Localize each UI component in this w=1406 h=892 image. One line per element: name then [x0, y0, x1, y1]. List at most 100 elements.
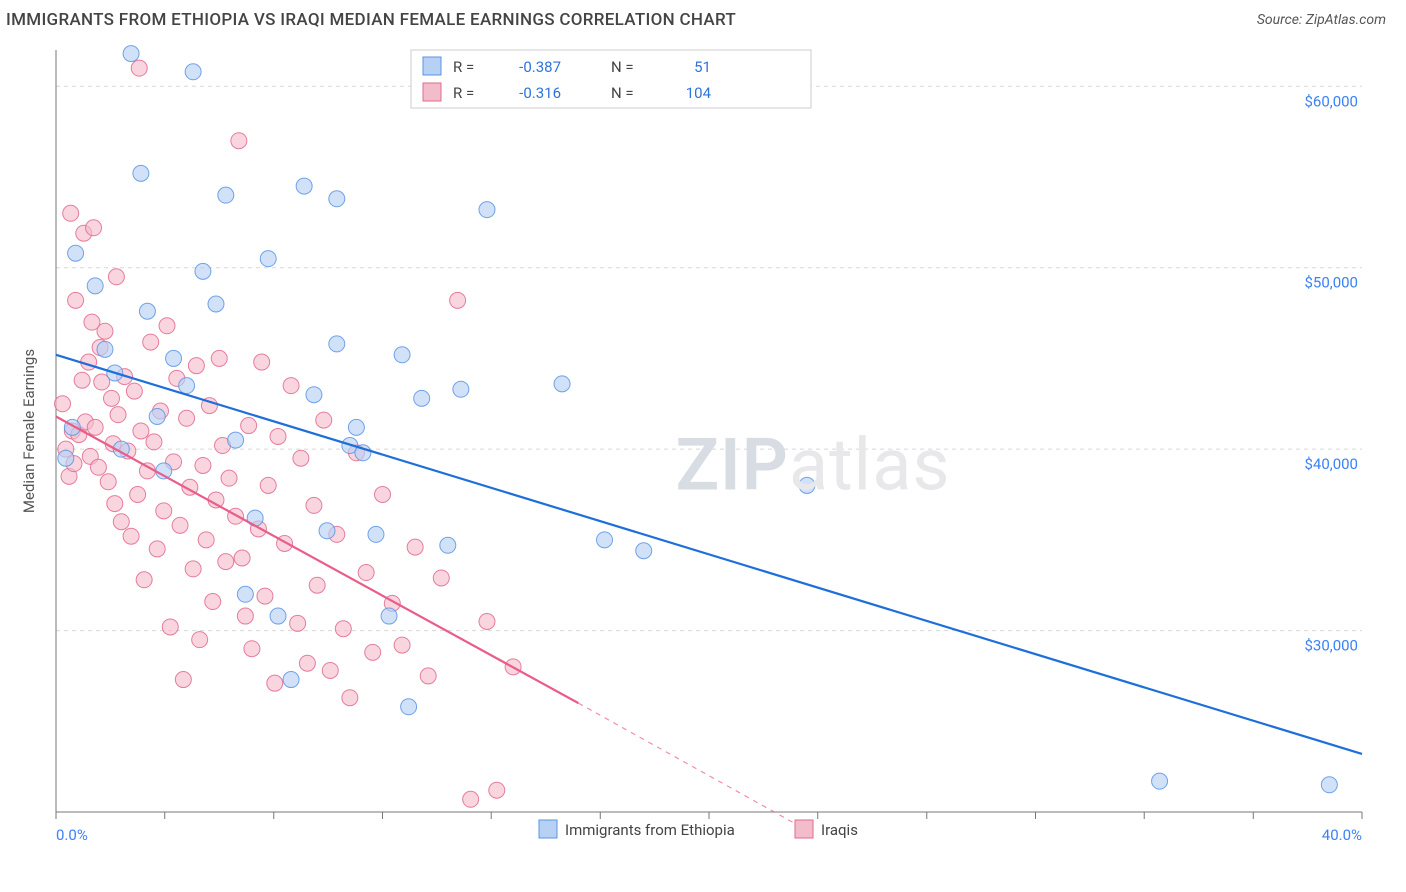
iraqi-point [126, 383, 142, 399]
chart-header: IMMIGRANTS FROM ETHIOPIA VS IRAQI MEDIAN… [0, 0, 1406, 40]
iraqi-point [205, 594, 221, 610]
iraqi-point [290, 615, 306, 631]
iraqi-point [143, 334, 159, 350]
iraqi-point [335, 621, 351, 637]
ethiopia-point [270, 608, 286, 624]
ethiopia-point [283, 672, 299, 688]
legend-swatch [423, 57, 441, 75]
iraqi-point [407, 539, 423, 555]
ethiopia-point [87, 278, 103, 294]
legend-n-label: N = [611, 84, 634, 102]
iraqi-point [260, 477, 276, 493]
ethiopia-point [149, 408, 165, 424]
iraqi-point [100, 474, 116, 490]
ethiopia-point [133, 165, 149, 181]
ethiopia-point [348, 419, 364, 435]
iraqi-point [192, 632, 208, 648]
ethiopia-point [218, 187, 234, 203]
iraqi-point [211, 350, 227, 366]
iraqi-point [159, 318, 175, 334]
ethiopia-trendline [56, 355, 1362, 754]
iraqi-point [131, 60, 147, 76]
ethiopia-point [799, 477, 815, 493]
iraqi-point [146, 434, 162, 450]
y-axis-label: Median Female Earnings [20, 349, 38, 513]
iraqi-point [433, 570, 449, 586]
ethiopia-point [123, 46, 139, 62]
iraqi-point [244, 641, 260, 657]
ethiopia-point [453, 381, 469, 397]
iraqi-point [107, 496, 123, 512]
y-tick-label: $30,000 [1304, 637, 1358, 655]
iraqi-point [237, 608, 253, 624]
iraqi-point [108, 269, 124, 285]
legend-swatch-iraqi [795, 820, 813, 838]
legend-swatch [423, 83, 441, 101]
legend-n-value: 51 [694, 58, 711, 76]
iraqi-point [87, 419, 103, 435]
iraqi-point [241, 418, 257, 434]
iraqi-point [234, 550, 250, 566]
ethiopia-point [636, 543, 652, 559]
legend-swatch-ethiopia [539, 820, 557, 838]
iraqi-point [257, 588, 273, 604]
iraqi-point [208, 492, 224, 508]
legend-label-ethiopia: Immigrants from Ethiopia [565, 821, 735, 839]
ethiopia-point [97, 341, 113, 357]
legend-n-label: N = [611, 58, 634, 76]
legend-r-value: -0.387 [519, 58, 561, 76]
iraqi-point [394, 637, 410, 653]
iraqi-point [450, 292, 466, 308]
iraqi-point [86, 220, 102, 236]
ethiopia-point [394, 347, 410, 363]
ethiopia-point [329, 336, 345, 352]
y-tick-label: $60,000 [1304, 92, 1358, 110]
ethiopia-point [306, 387, 322, 403]
iraqi-point [198, 532, 214, 548]
legend-r-label: R = [453, 84, 474, 102]
iraqi-point [63, 205, 79, 221]
iraqi-point [133, 423, 149, 439]
legend-label-iraqi: Iraqis [821, 821, 858, 839]
iraqi-point [299, 655, 315, 671]
ethiopia-point [296, 178, 312, 194]
ethiopia-point [260, 251, 276, 267]
x-tick-label: 0.0% [56, 826, 88, 844]
ethiopia-point [179, 378, 195, 394]
ethiopia-point [597, 532, 613, 548]
ethiopia-point [401, 699, 417, 715]
iraqi-point [463, 791, 479, 807]
correlation-scatter-chart: $30,000$40,000$50,000$60,0000.0%40.0%Med… [6, 40, 1400, 860]
iraqi-point [156, 503, 172, 519]
ethiopia-point [139, 303, 155, 319]
iraqi-point [218, 554, 234, 570]
ethiopia-point [554, 376, 570, 392]
iraqi-point [489, 782, 505, 798]
ethiopia-point [1321, 777, 1337, 793]
iraqi-point [113, 514, 129, 530]
iraqi-point [97, 323, 113, 339]
iraqi-point [221, 470, 237, 486]
iraqi-point [358, 565, 374, 581]
legend-r-value: -0.316 [519, 84, 561, 102]
iraqi-point [479, 614, 495, 630]
iraqi-point [90, 459, 106, 475]
iraqi-point [283, 378, 299, 394]
iraqi-point [104, 390, 120, 406]
iraqi-point [231, 133, 247, 149]
iraqi-point [188, 358, 204, 374]
iraqi-point [309, 577, 325, 593]
iraqi-point [270, 428, 286, 444]
iraqi-trendline-ext [578, 703, 807, 830]
iraqi-point [375, 487, 391, 503]
ethiopia-point [329, 191, 345, 207]
chart-title: IMMIGRANTS FROM ETHIOPIA VS IRAQI MEDIAN… [6, 10, 736, 30]
y-tick-label: $40,000 [1304, 455, 1358, 473]
iraqi-point [175, 672, 191, 688]
x-tick-label: 40.0% [1322, 826, 1362, 844]
iraqi-trendline [56, 416, 578, 703]
ethiopia-point [479, 202, 495, 218]
iraqi-point [172, 517, 188, 533]
iraqi-point [162, 619, 178, 635]
ethiopia-point [166, 350, 182, 366]
